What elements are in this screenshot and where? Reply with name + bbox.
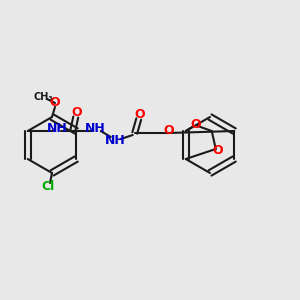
Text: O: O	[71, 106, 82, 119]
Text: O: O	[50, 97, 60, 110]
Text: O: O	[164, 124, 174, 137]
Text: NH: NH	[46, 122, 67, 134]
Text: NH: NH	[104, 134, 125, 148]
Text: Cl: Cl	[41, 181, 55, 194]
Text: CH₃: CH₃	[33, 92, 53, 102]
Text: O: O	[190, 118, 201, 130]
Text: O: O	[134, 109, 145, 122]
Text: O: O	[212, 145, 223, 158]
Text: NH: NH	[84, 122, 105, 134]
